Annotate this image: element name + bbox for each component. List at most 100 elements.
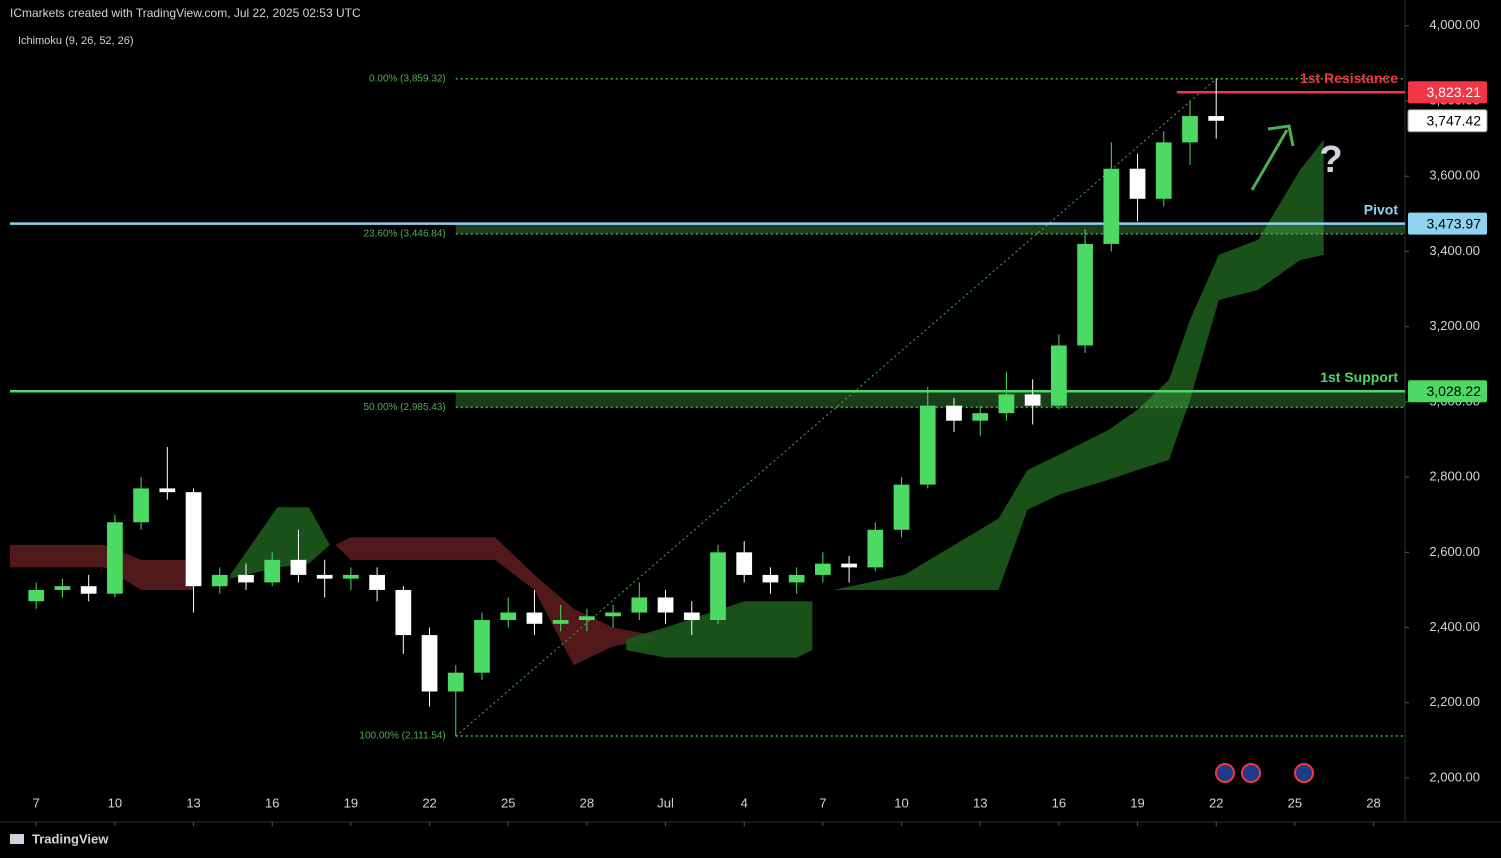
x-tick-label: 28 (580, 795, 594, 810)
candle-body (919, 405, 936, 485)
candle-body (133, 488, 149, 523)
candle-body (972, 413, 989, 421)
candle-body (710, 552, 726, 621)
fib-label: 23.60% (3,446.84) (363, 228, 445, 239)
candle-body (867, 529, 884, 568)
x-tick-label: 28 (1366, 795, 1380, 810)
candle-body (1024, 394, 1041, 406)
fib-label: 50.00% (2,985.43) (363, 402, 445, 413)
fib-label: 0.00% (3,859.32) (369, 73, 446, 84)
x-tick-label: 10 (894, 795, 908, 810)
x-tick-label: 13 (973, 795, 987, 810)
price-tag-label: 3,473.97 (1427, 215, 1482, 231)
x-tick-label: 13 (186, 795, 200, 810)
candle-body (657, 597, 674, 613)
x-tick-label: 25 (1288, 795, 1302, 810)
candle-body (80, 586, 97, 594)
candle-body (211, 574, 228, 587)
ichimoku-cloud (10, 544, 194, 590)
price-tag-label: 3,028.22 (1427, 383, 1482, 399)
y-tick-label: 3,600.00 (1429, 168, 1480, 183)
candle-body (447, 672, 464, 692)
candle-body (369, 574, 385, 590)
candle-body (1051, 345, 1067, 406)
candle-body (1077, 243, 1093, 346)
ichimoku-cloud (335, 537, 653, 666)
price-tag-label: 3,747.42 (1427, 112, 1482, 128)
price-tag-label: 3,823.21 (1427, 84, 1482, 100)
header-title: ICmarkets created with TradingView.com, … (10, 6, 361, 20)
x-tick-label: 19 (344, 795, 358, 810)
candle-body (500, 612, 517, 621)
x-tick-label: 19 (1130, 795, 1144, 810)
arrow-head (1267, 124, 1295, 147)
price-tag (1408, 212, 1487, 235)
candle-body (264, 559, 281, 583)
x-tick-label: 22 (422, 795, 436, 810)
y-tick-label: 4,000.00 (1429, 17, 1480, 32)
price-tag (1408, 380, 1487, 403)
x-tick-label: 16 (265, 795, 279, 810)
x-tick-label: 4 (741, 795, 748, 810)
candle-body (788, 574, 805, 583)
candle-body (893, 484, 910, 530)
x-tick-label: 16 (1052, 795, 1066, 810)
candle-body (1129, 168, 1146, 199)
price-tag (1408, 81, 1487, 104)
candle-body (316, 574, 333, 579)
candle-body (605, 612, 621, 617)
x-tick-label: 25 (501, 795, 515, 810)
candle-body (998, 394, 1015, 414)
y-tick-label: 2,800.00 (1429, 469, 1480, 484)
candle-body (631, 597, 648, 613)
x-tick-label: 7 (33, 795, 40, 810)
fib-label: 100.00% (2,111.54) (359, 731, 445, 742)
event-icons (1215, 763, 1314, 783)
fib-zone (455, 391, 1405, 408)
y-tick-label: 2,000.00 (1429, 769, 1480, 784)
fib-zone (455, 223, 1405, 234)
candle-body (815, 563, 831, 575)
candle-body (526, 612, 543, 624)
candle-body (1182, 116, 1198, 143)
x-tick-label: 10 (108, 795, 122, 810)
arrow (1250, 129, 1289, 191)
candle-body (290, 559, 307, 575)
candle-body (343, 574, 359, 579)
candle-body (946, 405, 962, 421)
candle-body (552, 620, 569, 624)
candle-body (54, 586, 71, 590)
y-tick-label: 2,400.00 (1429, 619, 1480, 634)
x-tick-label: 7 (819, 795, 826, 810)
price-tag (1407, 109, 1488, 133)
footer-logo (10, 834, 24, 844)
candle-body (421, 635, 438, 692)
y-tick-label: 2,600.00 (1429, 544, 1480, 559)
y-tick-label: 3,200.00 (1429, 318, 1480, 333)
candle-body (683, 612, 700, 621)
candle-body (159, 488, 176, 493)
x-tick-label: 22 (1209, 795, 1223, 810)
candle-body (579, 616, 595, 621)
y-tick-label: 3,400.00 (1429, 243, 1480, 258)
candle-body (107, 522, 123, 594)
candle-body (238, 574, 254, 583)
ichimoku-cloud (626, 601, 813, 658)
level-name: Pivot (1364, 201, 1399, 217)
indicator-label: Ichimoku (9, 26, 52, 26) (18, 35, 134, 47)
candle-body (474, 620, 490, 673)
candle-body (185, 492, 202, 587)
level-name: 1st Support (1320, 369, 1398, 385)
candle-body (1103, 168, 1120, 244)
candle-body (1155, 142, 1172, 199)
candle-body (762, 574, 779, 583)
footer-brand: TradingView (32, 831, 109, 846)
candle-body (841, 563, 857, 568)
annotation: ? (1319, 139, 1342, 181)
level-name: 1st Resistance (1300, 70, 1398, 86)
candle-body (736, 552, 753, 575)
x-tick-label: Jul (657, 795, 674, 810)
candle-body (28, 589, 45, 602)
